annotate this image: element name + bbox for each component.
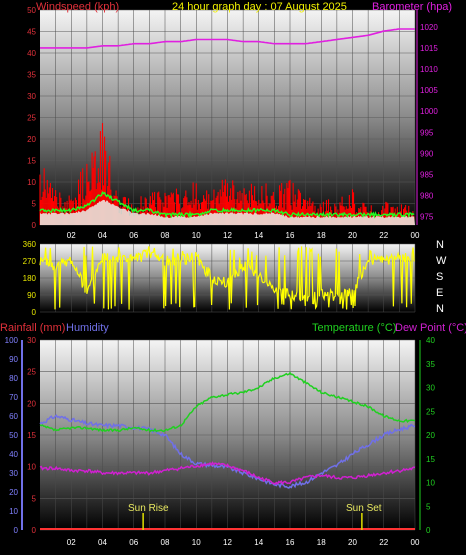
wind-tick-label: 25 [27,114,36,123]
barometer-tick-label: 990 [420,149,434,158]
rainfall-tick-label: 5 [32,494,37,503]
lower-time-tick-label: 00 [411,538,420,547]
temperature-tick-label: 25 [426,407,435,416]
humidity-tick-label: 100 [5,336,19,345]
rainfall-tick-label: 20 [27,399,36,408]
barometer-axis-title: Barometer (hpa) [372,1,452,13]
wind-average-line [39,190,415,219]
wind-time-tick-label: 20 [348,231,357,240]
wind-time-tick-label: 12 [223,231,232,240]
barometer-tick-label: 1000 [420,107,438,116]
temperature-tick-label: 40 [426,336,435,345]
barometer-tick-label: 1005 [420,86,438,95]
temperature-tick-label: 30 [426,384,435,393]
lower-time-tick-label: 02 [67,538,76,547]
lower-time-tick-label: 04 [98,538,107,547]
wind-time-tick-label: 06 [129,231,138,240]
humidity-line [39,414,416,489]
graph-title: 24 hour graph day : 07 August 2025 [172,1,347,13]
temperature-axis-title: Temperature (°C) [312,322,396,334]
dir-label-e: E [436,287,443,299]
wind-time-tick-label: 22 [379,231,388,240]
sunset-label: Sun Set [346,503,382,514]
barometer-tick-label: 995 [420,128,434,137]
wind-tick-label: 45 [27,28,36,37]
wind-time-tick-label: 14 [254,231,263,240]
humidity-tick-label: 20 [9,488,18,497]
rainfall-tick-label: 10 [27,463,36,472]
wind-time-tick-label: 00 [411,231,420,240]
wind-tick-label: 15 [27,157,36,166]
wind-tick-label: 0 [32,221,37,230]
dir-label-n-bottom: N [436,303,444,315]
direction-tick-label: 180 [23,274,37,283]
humidity-tick-label: 80 [9,374,18,383]
barometer-tick-label: 1010 [420,65,438,74]
wind-average-fill [40,199,415,225]
wind-time-tick-label: 18 [317,231,326,240]
temperature-line [39,371,416,433]
lower-time-tick-label: 14 [254,538,263,547]
humidity-tick-label: 0 [14,526,19,535]
rainfall-tick-label: 25 [27,368,36,377]
dir-label-n-top: N [436,239,444,251]
humidity-tick-label: 10 [9,507,18,516]
wind-time-tick-label: 04 [98,231,107,240]
temperature-tick-label: 35 [426,360,435,369]
temperature-tick-label: 0 [426,526,431,535]
dir-label-w: W [436,255,447,267]
temperature-tick-label: 5 [426,502,431,511]
dewpoint-line [39,461,416,486]
wind-tick-label: 10 [27,178,36,187]
humidity-tick-label: 60 [9,412,18,421]
wind-time-tick-label: 16 [286,231,295,240]
direction-tick-label: 90 [27,291,36,300]
direction-tick-label: 360 [23,240,37,249]
lower-time-tick-label: 10 [192,538,201,547]
lower-time-tick-label: 16 [286,538,295,547]
wind-time-tick-label: 10 [192,231,201,240]
wind-axis-title: Windspeed (kph) [36,1,119,13]
wind-tick-label: 20 [27,135,36,144]
humidity-axis-title: Humidity [66,322,109,334]
barometer-tick-label: 1015 [420,44,438,53]
wind-direction-line [39,246,415,310]
humidity-tick-label: 30 [9,469,18,478]
rainfall-tick-label: 0 [32,526,37,535]
wind-tick-label: 50 [27,6,36,15]
wind-tick-label: 30 [27,92,36,101]
wind-time-tick-label: 08 [161,231,170,240]
humidity-tick-label: 50 [9,431,18,440]
lower-time-tick-label: 12 [223,538,232,547]
barometer-line [40,28,415,49]
rainfall-tick-label: 15 [27,431,36,440]
humidity-tick-label: 90 [9,355,18,364]
lower-time-tick-label: 20 [348,538,357,547]
barometer-tick-label: 975 [420,213,434,222]
sunrise-label: Sun Rise [128,503,169,514]
dewpoint-axis-title: Dew Point (°C) [395,322,466,334]
direction-tick-label: 0 [32,308,37,317]
dir-label-s: S [436,271,443,283]
wind-time-tick-label: 02 [67,231,76,240]
wind-tick-label: 5 [32,200,37,209]
temperature-tick-label: 10 [426,479,435,488]
humidity-tick-label: 70 [9,393,18,402]
lower-time-tick-label: 08 [161,538,170,547]
lower-time-tick-label: 06 [129,538,138,547]
humidity-tick-label: 40 [9,450,18,459]
temperature-tick-label: 15 [426,455,435,464]
rainfall-axis-title: Rainfall (mm) [0,322,65,334]
lower-time-tick-label: 22 [379,538,388,547]
barometer-tick-label: 985 [420,170,434,179]
temperature-tick-label: 20 [426,431,435,440]
lower-time-tick-label: 18 [317,538,326,547]
barometer-tick-label: 980 [420,191,434,200]
wind-tick-label: 35 [27,71,36,80]
barometer-tick-label: 1020 [420,23,438,32]
rainfall-tick-label: 30 [27,336,36,345]
direction-tick-label: 270 [23,257,37,266]
wind-tick-label: 40 [27,49,36,58]
